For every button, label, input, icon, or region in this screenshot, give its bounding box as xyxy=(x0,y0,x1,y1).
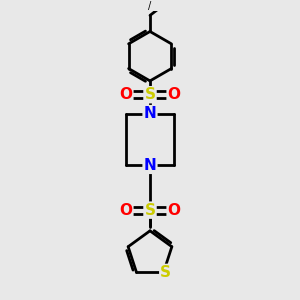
Text: O: O xyxy=(119,202,132,217)
Text: N: N xyxy=(144,106,156,121)
Text: S: S xyxy=(145,202,155,217)
Text: N: N xyxy=(144,158,156,173)
Text: O: O xyxy=(119,87,132,102)
Text: S: S xyxy=(160,265,171,280)
Text: S: S xyxy=(145,87,155,102)
Text: O: O xyxy=(168,87,181,102)
Text: /: / xyxy=(148,2,152,11)
Text: O: O xyxy=(168,202,181,217)
